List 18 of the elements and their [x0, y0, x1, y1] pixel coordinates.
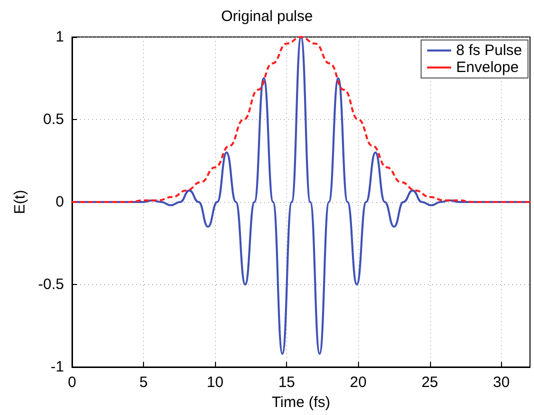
y-tick-label: -0.5: [38, 276, 64, 293]
x-tick-label: 20: [350, 374, 367, 391]
x-tick-label: 10: [206, 374, 224, 391]
y-tick-label: 1: [56, 28, 64, 46]
chart-title: Original pulse: [221, 8, 313, 25]
x-tick-label: 30: [493, 374, 510, 391]
x-tick-label: 0: [68, 374, 76, 391]
line-series: [71, 36, 531, 203]
x-tick-label: 25: [421, 374, 438, 391]
y-tick-label: 0: [56, 194, 64, 210]
y-tick-label: -1: [50, 358, 64, 376]
legend-label: 8 fs Pulse: [456, 42, 522, 59]
x-tick-label: 5: [139, 374, 148, 391]
y-axis-title: E(t): [11, 190, 28, 214]
legend-label: Envelope: [456, 59, 519, 76]
y-tick-label: 0.5: [43, 111, 64, 128]
x-tick-label: 15: [278, 374, 296, 391]
x-axis-title: Time (fs): [272, 394, 330, 411]
